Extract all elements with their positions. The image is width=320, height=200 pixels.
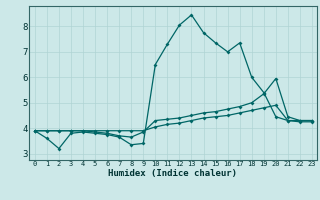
X-axis label: Humidex (Indice chaleur): Humidex (Indice chaleur): [108, 169, 237, 178]
